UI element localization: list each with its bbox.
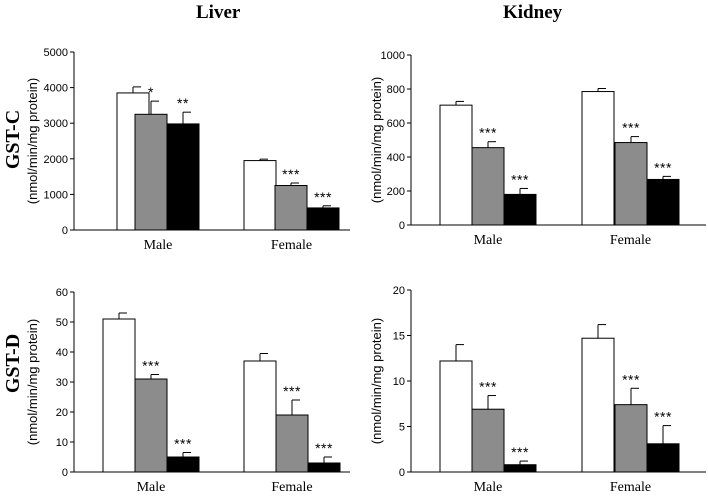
category-label-liver-gst-d-male: Male [137, 480, 166, 495]
bar-liver-gst-d-male-s0 [102, 318, 136, 473]
bar-kidney-gst-c-male-s1 [471, 147, 505, 226]
y-tick-label-liver-gst-d: 10 [56, 437, 68, 449]
column-title-liver: Liver [196, 2, 241, 23]
significance-label-kidney-gst-c: *** [479, 125, 497, 141]
y-tick-label-kidney-gst-c: 200 [387, 186, 405, 198]
y-tick-label-kidney-gst-c: 0 [399, 220, 405, 232]
significance-label-liver-gst-c: *** [314, 189, 332, 205]
category-label-kidney-gst-c-male: Male [474, 233, 503, 248]
y-tick-label-liver-gst-d: 50 [56, 317, 68, 329]
significance-label-liver-gst-d: *** [174, 436, 192, 452]
bar-kidney-gst-d-female-s2 [646, 443, 680, 473]
bar-kidney-gst-c-female-s2 [646, 178, 680, 226]
significance-label-liver-gst-c: * [148, 84, 154, 100]
y-tick-label-liver-gst-d: 60 [56, 287, 68, 299]
bar-liver-gst-c-female-s2 [306, 207, 340, 231]
significance-label-liver-gst-d: *** [283, 383, 301, 399]
bar-kidney-gst-d-female-s0 [581, 337, 615, 473]
y-tick-label-liver-gst-d: 20 [56, 407, 68, 419]
significance-label-kidney-gst-c: *** [511, 171, 529, 187]
y-axis-label-liver-gst-d: (nmol/min/mg protein) [25, 319, 40, 445]
bar-kidney-gst-d-male-s0 [439, 360, 473, 473]
y-tick-label-liver-gst-d: 0 [62, 467, 68, 479]
y-tick-label-liver-gst-c: 3000 [44, 118, 68, 130]
category-label-kidney-gst-c-female: Female [610, 233, 651, 248]
significance-label-kidney-gst-d: *** [622, 371, 640, 387]
bar-liver-gst-c-female-s1 [274, 185, 308, 231]
bar-kidney-gst-c-male-s0 [439, 104, 473, 226]
significance-label-kidney-gst-d: *** [511, 444, 529, 460]
significance-label-kidney-gst-d: *** [654, 409, 672, 425]
y-tick-label-liver-gst-c: 5000 [44, 47, 68, 59]
bar-kidney-gst-c-female-s0 [581, 91, 615, 226]
y-tick-label-liver-gst-c: 1000 [44, 189, 68, 201]
y-tick-label-liver-gst-d: 40 [56, 347, 68, 359]
bar-liver-gst-d-female-s0 [243, 360, 277, 473]
bar-kidney-gst-d-male-s2 [503, 464, 537, 473]
category-label-liver-gst-d-female: Female [271, 480, 312, 495]
significance-label-liver-gst-c: ** [177, 95, 189, 111]
bar-kidney-gst-d-female-s1 [614, 404, 648, 473]
y-tick-label-kidney-gst-c: 400 [387, 152, 405, 164]
bar-liver-gst-c-male-s2 [166, 123, 200, 231]
category-label-liver-gst-c-female: Female [271, 238, 312, 253]
y-tick-label-liver-gst-c: 4000 [44, 83, 68, 95]
y-tick-label-liver-gst-c: 0 [62, 225, 68, 237]
significance-label-kidney-gst-c: *** [654, 159, 672, 175]
category-label-liver-gst-c-male: Male [144, 238, 173, 253]
y-tick-label-kidney-gst-d: 5 [399, 422, 405, 434]
bar-kidney-gst-c-male-s2 [503, 193, 537, 226]
y-tick-label-kidney-gst-d: 15 [393, 331, 405, 343]
y-tick-label-kidney-gst-d: 20 [393, 285, 405, 297]
significance-label-liver-gst-d: *** [142, 358, 160, 374]
bar-liver-gst-c-male-s1 [134, 113, 168, 231]
column-title-kidney: Kidney [503, 2, 563, 23]
significance-label-liver-gst-d: *** [315, 440, 333, 456]
significance-label-liver-gst-c: *** [282, 166, 300, 182]
y-tick-label-kidney-gst-c: 800 [387, 84, 405, 96]
bar-liver-gst-d-male-s2 [166, 456, 200, 473]
bar-liver-gst-d-female-s1 [275, 414, 309, 473]
y-tick-label-kidney-gst-d: 10 [393, 376, 405, 388]
y-tick-label-kidney-gst-c: 1000 [381, 50, 405, 62]
bar-liver-gst-d-male-s1 [134, 378, 168, 473]
y-axis-label-kidney-gst-c: (nmol/min/mg protein) [369, 77, 384, 203]
bar-liver-gst-c-female-s0 [243, 160, 277, 231]
significance-label-kidney-gst-d: *** [479, 379, 497, 395]
y-tick-label-kidney-gst-d: 0 [399, 467, 405, 479]
y-tick-label-kidney-gst-c: 600 [387, 118, 405, 130]
y-axis-label-liver-gst-c: (nmol/min/mg protein) [25, 78, 40, 204]
bar-liver-gst-d-female-s2 [307, 462, 341, 473]
y-tick-label-liver-gst-d: 30 [56, 377, 68, 389]
category-label-kidney-gst-d-female: Female [610, 480, 651, 495]
category-label-kidney-gst-d-male: Male [474, 480, 503, 495]
bar-kidney-gst-d-male-s1 [471, 408, 505, 473]
significance-label-kidney-gst-c: *** [622, 120, 640, 136]
bar-kidney-gst-c-female-s1 [614, 142, 648, 226]
y-axis-label-kidney-gst-d: (nmol/min/mg protein) [369, 318, 384, 444]
y-tick-label-liver-gst-c: 2000 [44, 154, 68, 166]
